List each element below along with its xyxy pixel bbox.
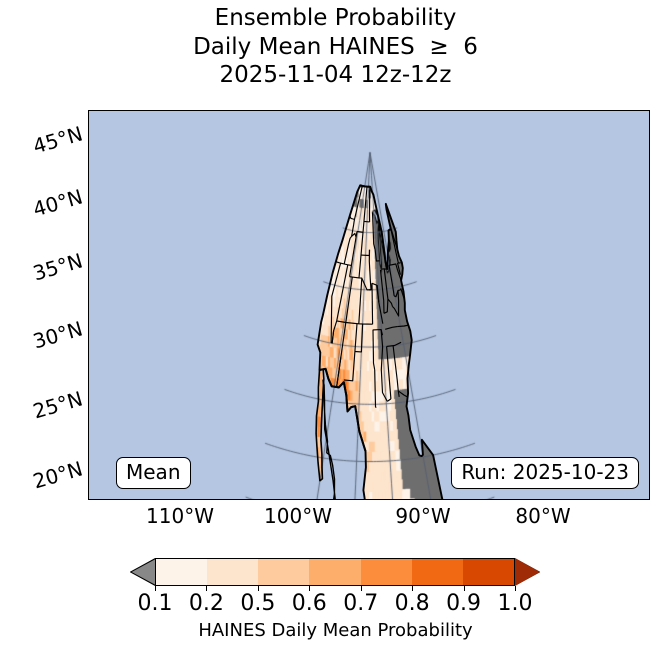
- map-geography-overlay: [315, 184, 444, 499]
- lat-tick-20degN: 20°N: [30, 456, 86, 494]
- title-line-2: Daily Mean HAINES ≥ 6: [193, 33, 478, 60]
- mean-label-box: Mean: [116, 457, 191, 489]
- lat-tick-45degN: 45°N: [30, 121, 86, 159]
- colorbar-tick-label-0.5: 0.5: [240, 591, 276, 616]
- colorbar-tick-mark-3: [309, 586, 311, 591]
- lat-tick-40degN: 40°N: [30, 184, 86, 222]
- lat-tick-30degN: 30°N: [30, 316, 86, 354]
- colorbar-tick-label-1.0: 1.0: [497, 591, 533, 616]
- colorbar-tick-mark-7: [515, 586, 516, 591]
- colorbar-segment-2: [258, 559, 310, 585]
- colorbar-tick-mark-4: [360, 586, 362, 591]
- colorbar-over-arrow: [515, 558, 540, 586]
- run-date-box: Run: 2025-10-23: [451, 457, 639, 489]
- colorbar-tick-label-0.6: 0.6: [291, 591, 327, 616]
- lat-tick-25degN: 25°N: [30, 386, 86, 424]
- colorbar-tick-label-0.2: 0.2: [188, 591, 224, 616]
- map-axes[interactable]: Mean Run: 2025-10-23: [88, 110, 650, 500]
- colorbar-tick-label-0.1: 0.1: [137, 591, 173, 616]
- colorbar-segment-6: [462, 559, 514, 585]
- colorbar-tick-label-0.8: 0.8: [394, 591, 430, 616]
- figure-title: Ensemble Probability Daily Mean HAINES ≥…: [0, 4, 671, 90]
- colorbar-segment-0: [156, 559, 208, 585]
- lon-tick-110degW: 110°W: [146, 504, 214, 528]
- colorbar-under-arrow: [130, 558, 155, 586]
- colorbar-tick-label-0.7: 0.7: [343, 591, 379, 616]
- colorbar-tick-mark-0: [155, 586, 156, 591]
- title-line-3: 2025-11-04 12z-12z: [219, 62, 452, 88]
- colorbar-segment-1: [207, 559, 259, 585]
- colorbar-segment-4: [360, 559, 412, 585]
- colorbar-segment-3: [309, 559, 361, 585]
- lon-tick-100degW: 100°W: [264, 504, 332, 528]
- colorbar-tick-mark-2: [257, 586, 259, 591]
- colorbar: 0.1 0.2 0.5 0.6 0.7 0.8 0.9 1.0: [130, 558, 540, 616]
- colorbar-tick-label-0.9: 0.9: [446, 591, 482, 616]
- lon-tick-90degW: 90°W: [395, 504, 451, 528]
- colorbar-tick-mark-6: [463, 586, 465, 591]
- colorbar-tick-mark-1: [206, 586, 208, 591]
- title-line-1: Ensemble Probability: [214, 5, 457, 31]
- colorbar-tick-mark-5: [412, 586, 414, 591]
- lat-tick-35degN: 35°N: [30, 248, 86, 286]
- probability-heatmap: [89, 111, 649, 499]
- lon-tick-80degW: 80°W: [515, 504, 571, 528]
- colorbar-segment-5: [411, 559, 463, 585]
- colorbar-title: HAINES Daily Mean Probability: [198, 620, 473, 641]
- colorbar-gradient: [155, 558, 515, 586]
